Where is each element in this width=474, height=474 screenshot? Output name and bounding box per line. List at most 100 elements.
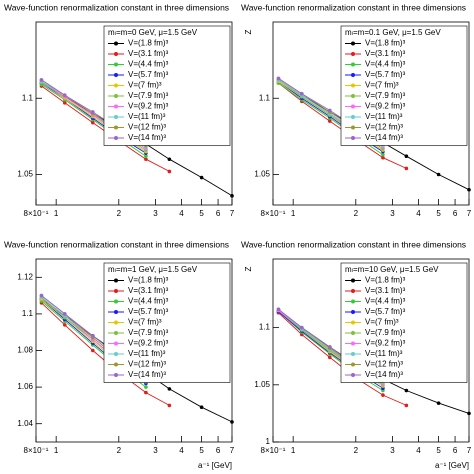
x-tick-label: 5 [199,209,204,218]
y-tick-label: 1.1 [259,93,271,102]
legend-swatch-marker [351,41,355,46]
chart-title: Wave-function renormalization constant i… [4,239,229,249]
data-point [436,172,441,177]
legend-box [340,262,468,383]
y-tick-label: 1.05 [254,380,270,389]
x-tick-label: 1 [54,209,59,218]
y-tick-label: 1.1 [22,309,34,318]
legend-label: V=(5.7 fm)³ [128,307,169,316]
legend-swatch-marker [351,83,355,88]
x-tick-label: 3 [390,446,395,455]
data-point [62,93,67,97]
data-point [381,155,385,160]
legend-swatch-marker [351,94,355,98]
legend-swatch-marker [351,310,355,314]
y-tick-label: 1.12 [17,272,33,281]
legend-label: V=(12 fm)³ [128,360,166,369]
x-tick-label: 4 [179,446,184,455]
legend-label: V=(11 fm)³ [365,349,403,358]
x-tick-label: 7 [467,209,472,218]
legend-label: V=(12 fm)³ [365,360,403,369]
data-point [62,323,67,327]
legend-label: V=(7.9 fm)³ [128,91,169,100]
legend-label: V=(1.8 fm)³ [128,276,169,285]
legend-label: V=(11 fm)³ [365,112,403,121]
legend-swatch-marker [351,62,355,67]
x-tick-label: 3 [153,209,158,218]
data-point [328,345,332,349]
legend-label: V=(14 fm)³ [365,133,403,142]
legend-swatch-marker [114,299,118,304]
x-tick-label: 6 [216,446,221,455]
y-tick-label: 1.1 [259,323,271,332]
data-point [62,312,67,316]
legend-swatch-marker [114,94,118,98]
legend-swatch-marker [351,278,355,283]
legend-swatch-marker [351,331,355,335]
x-tick-label: 5 [436,209,441,218]
x-tick-label: 1 [291,209,296,218]
x-tick-label: 6 [453,446,458,455]
panel: Wave-function renormalization constant i… [4,239,235,470]
legend-annotation: mₗ=m=0 GeV, μ=1.5 GeV [108,28,198,37]
y-tick-label: 1.06 [17,382,33,391]
data-point [404,154,409,158]
x-tick-label: 2 [117,446,122,455]
data-point [39,293,44,298]
legend-label: V=(7.9 fm)³ [128,328,169,337]
legend-label: V=(1.8 fm)³ [365,276,406,285]
legend-label: V=(7 fm)³ [128,318,162,327]
chart-title: Wave-function renormalization constant i… [241,239,466,249]
data-point [39,78,44,82]
x-tick-label: 7 [230,446,235,455]
legend-annotation: mₗ=m=0.1 GeV, μ=1.5 GeV [345,28,441,37]
x-tick-label: 4 [179,209,184,218]
y-axis-label: Z [244,29,253,34]
x-tick-label: 8×10⁻¹ [24,209,49,218]
legend-swatch-marker [114,320,118,325]
legend-label: V=(7.9 fm)³ [365,91,406,100]
chart-title: Wave-function renormalization constant i… [241,2,466,12]
legend-box [103,25,231,146]
x-tick-label: 5 [199,446,204,455]
legend-label: V=(4.4 fm)³ [128,60,169,69]
panel: Wave-function renormalization constant i… [4,2,235,218]
data-point [381,393,385,397]
y-tick-label: 1.1 [22,93,34,102]
data-point [167,157,172,162]
data-point [404,166,409,171]
legend-box [103,262,231,383]
legend-box [340,25,468,146]
data-point [62,101,67,105]
legend-label: V=(4.4 fm)³ [365,297,406,306]
x-tick-label: 6 [216,209,221,218]
legend-label: V=(4.4 fm)³ [365,60,406,69]
legend-swatch-marker [351,362,355,367]
data-point [144,385,148,389]
x-tick-label: 2 [117,209,122,218]
x-tick-label: 2 [354,446,359,455]
x-tick-label: 6 [453,209,458,218]
x-tick-label: 8×10⁻¹ [261,209,286,218]
legend-swatch-marker [114,373,118,377]
y-tick-label: 1.05 [17,170,33,179]
y-tick-label: 1.05 [254,170,270,179]
data-point [467,187,471,192]
legend-label: V=(14 fm)³ [128,133,166,142]
legend-label: V=(14 fm)³ [128,370,166,379]
data-point [91,120,95,125]
data-point [230,194,234,198]
y-axis-label: Z [244,266,253,271]
data-point [404,388,409,393]
data-point [299,325,304,330]
legend-label: V=(7 fm)³ [365,318,399,327]
legend-label: V=(5.7 fm)³ [128,70,169,79]
legend-label: V=(5.7 fm)³ [365,70,406,79]
data-point [276,76,281,81]
data-point [328,108,332,113]
data-point [467,411,471,416]
data-point [167,387,172,391]
data-point [199,405,204,410]
legend-swatch-marker [114,310,118,314]
